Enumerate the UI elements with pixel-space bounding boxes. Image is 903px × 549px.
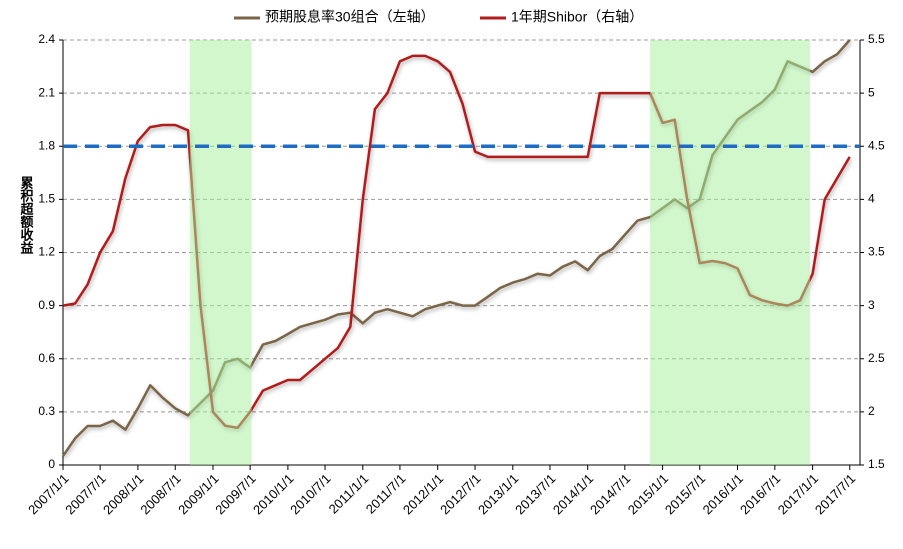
y2-tick-label: 2.5 <box>868 351 885 365</box>
y2-tick-label: 4 <box>868 192 875 206</box>
y-tick-label: 1.5 <box>38 192 55 206</box>
y-tick-label: 2.4 <box>38 32 55 46</box>
x-tick-label: 2011/1/1 <box>326 471 372 517</box>
y2-tick-label: 3.5 <box>868 245 885 259</box>
y2-tick-label: 1.5 <box>868 457 885 471</box>
x-tick-label: 2016/7/1 <box>737 471 783 517</box>
x-tick-label: 2010/7/1 <box>287 471 333 517</box>
y-tick-label: 0.6 <box>38 351 55 365</box>
x-tick-label: 2013/7/1 <box>512 471 558 517</box>
legend-label: 1年期Shibor（右轴） <box>511 9 643 25</box>
y-axis-label: 累积超额收益 <box>19 175 34 255</box>
x-tick-label: 2008/7/1 <box>137 471 183 517</box>
y-tick-label: 1.2 <box>38 245 55 259</box>
y2-tick-label: 2 <box>868 404 875 418</box>
y2-tick-label: 5 <box>868 85 875 99</box>
y2-tick-label: 3 <box>868 298 875 312</box>
x-tick-label: 2017/7/1 <box>812 471 858 517</box>
shaded-period <box>189 40 252 465</box>
y2-tick-label: 4.5 <box>868 138 885 152</box>
y-tick-label: 0.3 <box>38 404 55 418</box>
x-tick-label: 2015/7/1 <box>662 471 708 517</box>
legend-label: 预期股息率30组合（左轴） <box>265 9 435 25</box>
y-tick-label: 1.8 <box>38 138 55 152</box>
shaded-period <box>650 40 811 465</box>
y2-tick-label: 5.5 <box>868 32 885 46</box>
x-tick-label: 2012/7/1 <box>437 471 483 517</box>
x-tick-label: 2012/1/1 <box>400 471 446 517</box>
x-tick-label: 2008/1/1 <box>100 471 146 517</box>
y-tick-label: 0.9 <box>38 298 55 312</box>
x-tick-label: 2009/7/1 <box>212 471 258 517</box>
y-tick-label: 0 <box>48 457 55 471</box>
x-tick-label: 2014/7/1 <box>587 471 633 517</box>
y-tick-label: 2.1 <box>38 85 55 99</box>
x-tick-label: 2007/7/1 <box>62 471 108 517</box>
x-tick-label: 2016/1/1 <box>700 471 746 517</box>
